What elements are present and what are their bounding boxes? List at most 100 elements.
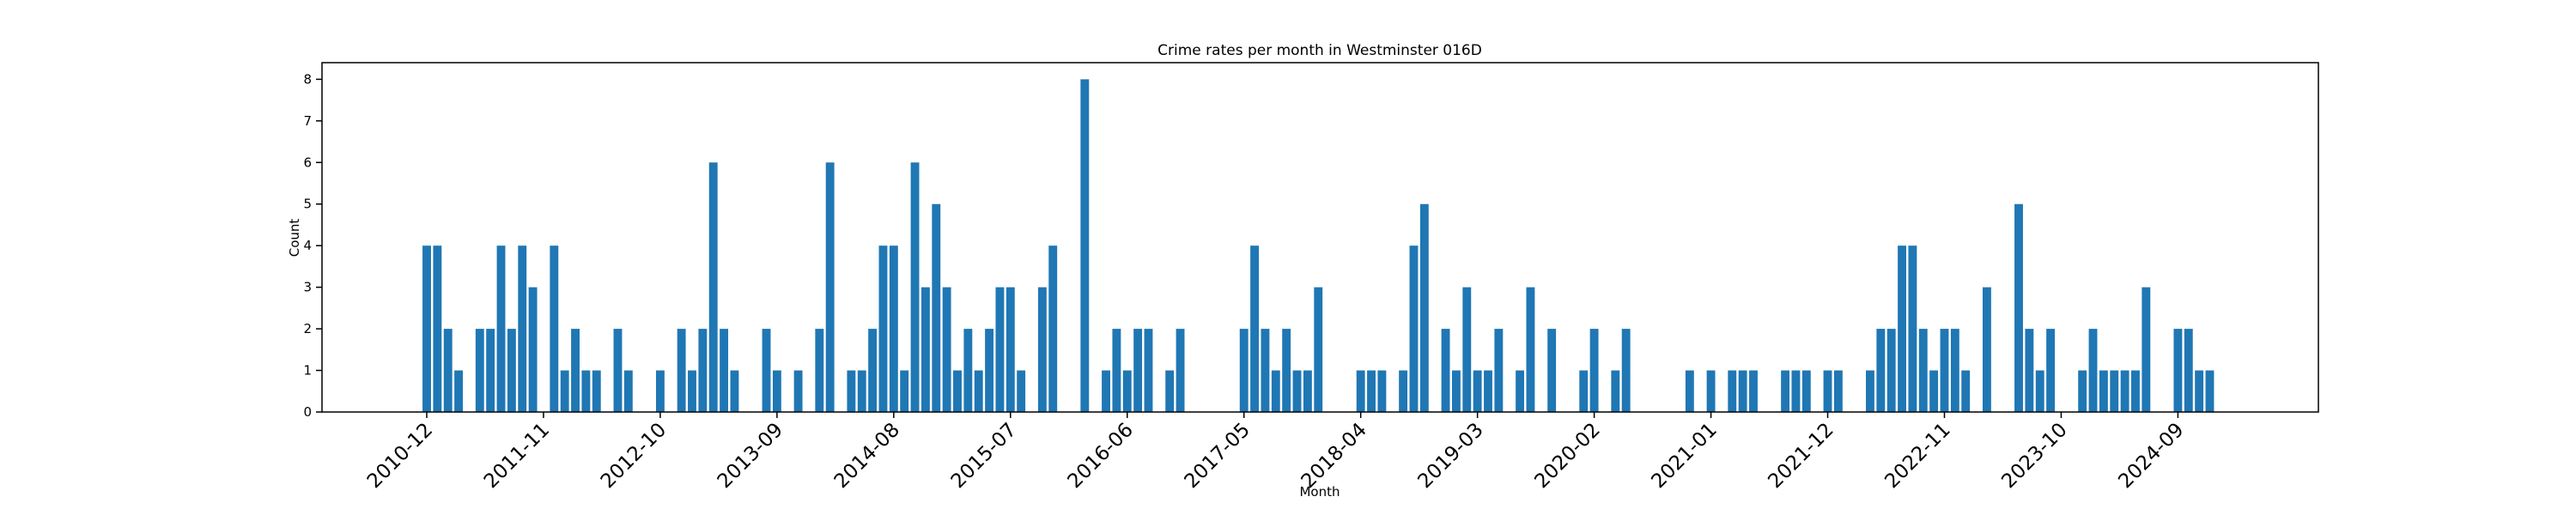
bar [581,370,591,412]
bar [1102,370,1110,412]
bar [730,370,739,412]
bar [1144,329,1153,412]
bar [571,329,580,412]
bar [1886,329,1896,412]
bar [1982,287,1991,412]
bar [518,245,527,412]
bar [1261,329,1270,412]
x-axis-label: Month [1299,484,1340,500]
bar [698,329,708,412]
bar [1547,329,1557,412]
bar [985,329,994,412]
bar [422,245,431,412]
bar [1621,329,1631,412]
bar [847,370,856,412]
bar [953,370,962,412]
bar [496,245,506,412]
bar [1399,370,1408,412]
bar [900,370,909,412]
bar [1898,245,1906,412]
bar [1738,370,1747,412]
bar [592,370,601,412]
bar [1282,329,1291,412]
bar [2088,329,2098,412]
bar [772,370,781,412]
bar [1271,370,1280,412]
bar [1929,370,1939,412]
bar [1462,287,1472,412]
y-tick-label: 4 [303,238,312,253]
bar [1801,370,1811,412]
bar [1356,370,1365,412]
bar [1484,370,1492,412]
bar [560,370,569,412]
bar [1781,370,1790,412]
bar [762,329,771,412]
y-tick-label: 6 [303,154,312,170]
bar [1908,245,1917,412]
bar [1451,370,1461,412]
bar [793,370,803,412]
bar [974,370,983,412]
bar [677,329,686,412]
bar [1589,329,1599,412]
bar [1441,329,1450,412]
bar [1239,329,1249,412]
bar [454,370,464,412]
bar [1918,329,1928,412]
bar [932,203,941,412]
plot-frame [321,62,2319,413]
bar [486,329,495,412]
bar [1314,287,1323,412]
bar [1494,329,1504,412]
bar [942,287,951,412]
bar [550,245,559,412]
y-tick-label: 5 [303,197,312,212]
bar [2142,287,2151,412]
bar [1961,370,1971,412]
bar [2120,370,2129,412]
bar [1303,370,1312,412]
bar [920,287,930,412]
bar [1516,370,1525,412]
bar [963,329,973,412]
bar [1017,370,1026,412]
bar [2173,329,2183,412]
bar [2025,329,2034,412]
bar [1176,329,1185,412]
bar [433,245,442,412]
bar [1367,370,1376,412]
bar [1940,329,1949,412]
bar [720,329,729,412]
bar [1823,370,1832,412]
bar [1080,79,1090,412]
bar [1133,329,1143,412]
bar [1250,245,1260,412]
y-tick-label: 1 [303,363,312,379]
y-tick-label: 3 [303,280,312,295]
bar [1866,370,1874,412]
bar [475,329,484,412]
bar [1165,370,1175,412]
bar [857,370,866,412]
bar [2035,370,2044,412]
bar [2184,329,2193,412]
bar [815,329,824,412]
bar [1685,370,1694,412]
bar [2014,203,2023,412]
y-axis-label: Count [287,219,302,258]
bar [655,370,665,412]
bar [1728,370,1737,412]
bar [1833,370,1843,412]
bar [443,329,453,412]
y-tick-label: 0 [303,404,312,420]
bar [910,162,920,413]
bar [995,287,1005,412]
bar [1037,287,1047,412]
bar [1876,329,1886,412]
bar [2131,370,2140,412]
bar [2205,370,2215,412]
bar [2099,370,2108,412]
bar [1048,245,1058,412]
